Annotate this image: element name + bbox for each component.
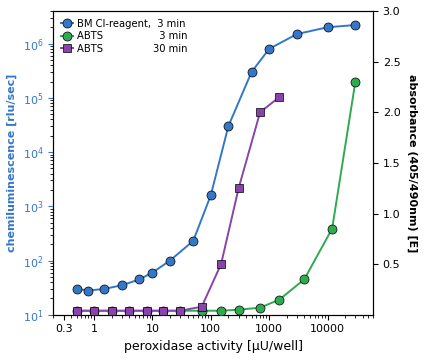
Y-axis label: absorbance (405/490nm) [E]: absorbance (405/490nm) [E]: [407, 74, 417, 252]
Y-axis label: chemiluminescence [rlu/sec]: chemiluminescence [rlu/sec]: [7, 74, 17, 252]
Legend: BM Cl-reagent,  3 min, ABTS                  3 min, ABTS                30 min: BM Cl-reagent, 3 min, ABTS 3 min, ABTS 3…: [58, 16, 191, 57]
X-axis label: peroxidase activity [μU/well]: peroxidase activity [μU/well]: [124, 340, 303, 353]
